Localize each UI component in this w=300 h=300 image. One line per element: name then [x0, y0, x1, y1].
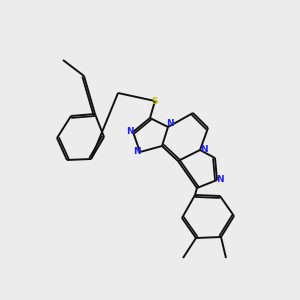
Text: N: N	[200, 146, 207, 154]
Text: N: N	[166, 119, 173, 128]
Text: N: N	[216, 176, 224, 184]
Text: N: N	[133, 148, 141, 157]
Text: N: N	[126, 128, 134, 136]
Text: S: S	[152, 97, 158, 106]
